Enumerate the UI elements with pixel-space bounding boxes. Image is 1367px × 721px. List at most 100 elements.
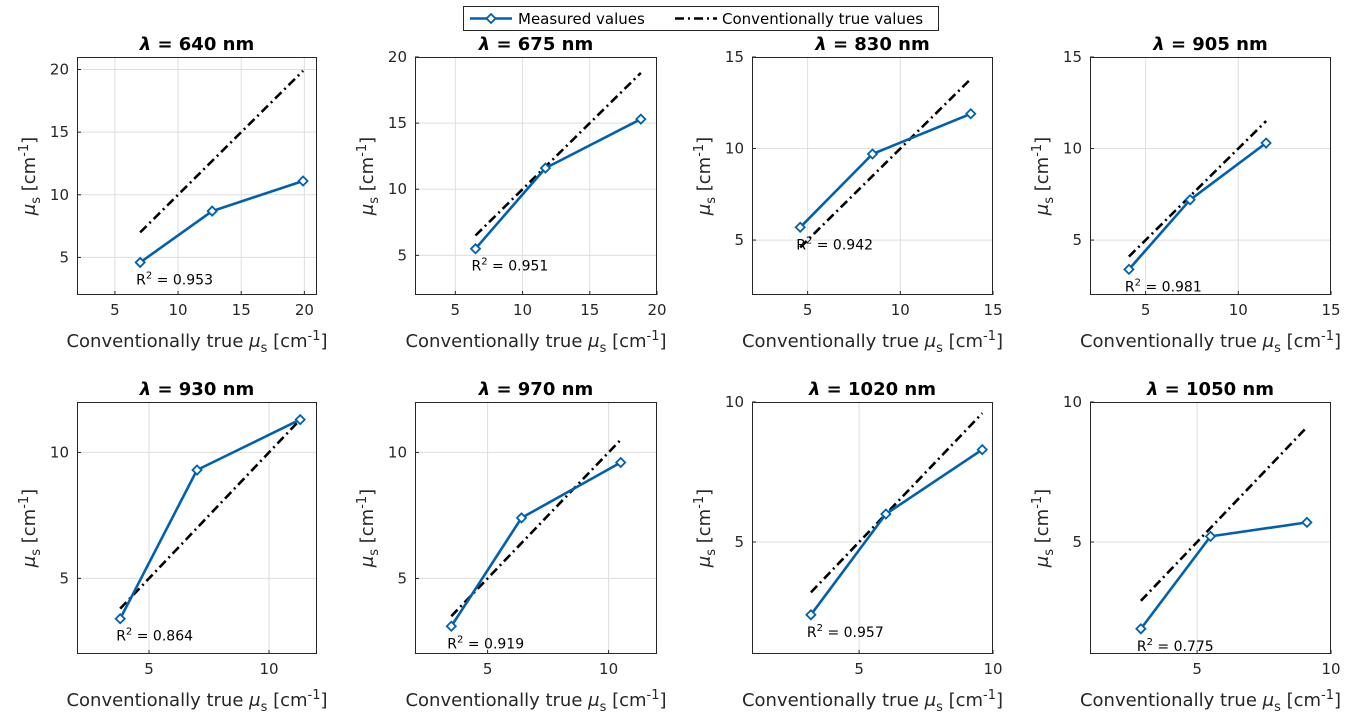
- r-squared-annotation: R2 = 0.864: [116, 627, 193, 645]
- subplot-4: 5 10 15 5 10 15 λ = 905 nm Conventionally true …: [1030, 34, 1341, 356]
- r-squared-annotation: R2 = 0.953: [136, 270, 213, 288]
- x-tick-label: 15: [232, 301, 251, 319]
- subplot-title: λ = 970 nm: [478, 379, 593, 400]
- x-tick-label: 5: [483, 660, 493, 678]
- x-axis-label: Conventionally true μs [cm-1]: [1080, 688, 1341, 715]
- true-values-line: [139, 69, 305, 234]
- y-tick-label: 5: [1072, 533, 1082, 551]
- measured-point: [1204, 530, 1217, 543]
- x-tick-label: 5: [854, 660, 864, 678]
- measured-point: [515, 512, 528, 524]
- subplot-3: 5 10 15 5 10 15 λ = 830 nm Conventionally true …: [692, 34, 1003, 356]
- y-tick-label: 10: [50, 443, 69, 461]
- axes-frame: [77, 57, 317, 295]
- subplot-title: λ = 675 nm: [478, 34, 593, 55]
- y-tick-label: 10: [388, 443, 407, 461]
- subplot-title: λ = 905 nm: [1152, 34, 1267, 55]
- measured-point: [191, 464, 203, 476]
- x-tick-label: 5: [803, 301, 813, 319]
- x-tick-label: 10: [1321, 660, 1340, 678]
- subplot-title: λ = 930 nm: [139, 379, 254, 400]
- r-squared-annotation: R2 = 0.919: [447, 634, 524, 652]
- x-axis-label: Conventionally true μs [cm-1]: [742, 688, 1003, 715]
- subplot-title: λ = 640 nm: [139, 34, 254, 55]
- y-tick-label: 5: [1072, 231, 1082, 249]
- y-tick-label: 10: [1063, 140, 1082, 158]
- x-tick-label: 20: [295, 301, 314, 319]
- x-tick-label: 5: [144, 660, 154, 678]
- measured-point: [206, 205, 218, 217]
- measured-point: [294, 413, 306, 426]
- legend-measured-marker: [485, 12, 497, 25]
- x-tick-label: 10: [259, 660, 278, 678]
- y-axis-label: μs [cm-1]: [1030, 489, 1057, 568]
- y-axis-label: μs [cm-1]: [355, 489, 382, 568]
- measured-point: [1260, 137, 1272, 149]
- x-axis-label: Conventionally true μs [cm-1]: [742, 329, 1003, 356]
- measured-point: [866, 148, 879, 160]
- y-axis-label: μs [cm-1]: [692, 137, 719, 216]
- subplot-title: λ = 1050 nm: [1146, 379, 1274, 400]
- axes-frame: [752, 402, 993, 654]
- y-axis-label: μs [cm-1]: [17, 489, 44, 568]
- y-tick-label: 5: [397, 569, 407, 587]
- subplots-group: 5 10 15 20 5 10 15 20 λ = 640 nm Conventionally t…: [17, 34, 1341, 715]
- x-axis-label: Conventionally true μs [cm-1]: [405, 329, 666, 356]
- measured-point: [1184, 194, 1196, 206]
- x-tick-label: 20: [647, 301, 666, 319]
- y-tick-label: 20: [50, 61, 69, 79]
- subplot-6: 5 10 5 10 λ = 970 nm Conventionally true μs […: [355, 379, 667, 715]
- subplot-title: λ = 830 nm: [814, 34, 929, 55]
- x-tick-label: 10: [1229, 301, 1248, 319]
- axes-frame: [752, 57, 993, 295]
- y-tick-label: 10: [725, 393, 744, 411]
- x-tick-label: 15: [983, 301, 1002, 319]
- x-axis-label: Conventionally true μs [cm-1]: [1080, 329, 1341, 356]
- r-squared-annotation: R2 = 0.942: [796, 235, 873, 253]
- measured-point: [1123, 263, 1135, 276]
- r-squared-annotation: R2 = 0.951: [472, 257, 549, 275]
- measured-point: [469, 242, 482, 255]
- y-tick-label: 5: [734, 533, 744, 551]
- axes-frame: [415, 402, 657, 654]
- y-tick-label: 10: [388, 180, 407, 198]
- measured-point: [964, 107, 977, 120]
- axes-frame: [415, 57, 657, 295]
- true-values-line: [474, 71, 642, 237]
- measured-point: [976, 443, 989, 456]
- x-tick-label: 5: [451, 301, 461, 319]
- y-tick-label: 10: [1063, 393, 1082, 411]
- subplot-1: 5 10 15 20 5 10 15 20 λ = 640 nm Conventionally t…: [17, 34, 328, 356]
- y-tick-label: 15: [725, 48, 744, 66]
- x-tick-label: 15: [580, 301, 599, 319]
- x-tick-label: 5: [1141, 301, 1151, 319]
- true-values-line: [119, 418, 302, 610]
- measured-point: [794, 221, 806, 234]
- measured-point: [539, 162, 552, 174]
- y-tick-label: 15: [50, 123, 69, 141]
- measured-point: [614, 456, 627, 469]
- x-tick-label: 10: [983, 660, 1002, 678]
- subplot-7: 5 10 5 10 λ = 1020 nm Conventionally true μs …: [692, 379, 1003, 715]
- y-tick-label: 15: [1063, 48, 1082, 66]
- measured-point: [1301, 516, 1313, 529]
- x-tick-label: 10: [599, 660, 618, 678]
- x-tick-label: 15: [1321, 301, 1340, 319]
- r-squared-annotation: R2 = 0.775: [1137, 637, 1214, 655]
- x-tick-label: 5: [1192, 660, 1202, 678]
- y-axis-label: μs [cm-1]: [1030, 137, 1057, 216]
- y-tick-label: 5: [59, 248, 69, 266]
- measured-point: [635, 113, 647, 125]
- y-axis-label: μs [cm-1]: [692, 489, 719, 568]
- x-axis-label: Conventionally true μs [cm-1]: [66, 329, 327, 356]
- measured-point: [445, 620, 458, 633]
- subplot-5: 5 10 5 10 λ = 930 nm Conventionally true μs […: [17, 379, 328, 715]
- y-tick-label: 10: [50, 186, 69, 204]
- measured-point: [297, 175, 309, 187]
- subplot-2: 5 10 15 20 5 10 15 20 λ = 675 nm Conventionally t…: [355, 34, 667, 356]
- subplot-title: λ = 1020 nm: [808, 379, 936, 400]
- y-axis-label: μs [cm-1]: [17, 137, 44, 216]
- x-axis-label: Conventionally true μs [cm-1]: [66, 688, 327, 715]
- x-tick-label: 5: [110, 301, 120, 319]
